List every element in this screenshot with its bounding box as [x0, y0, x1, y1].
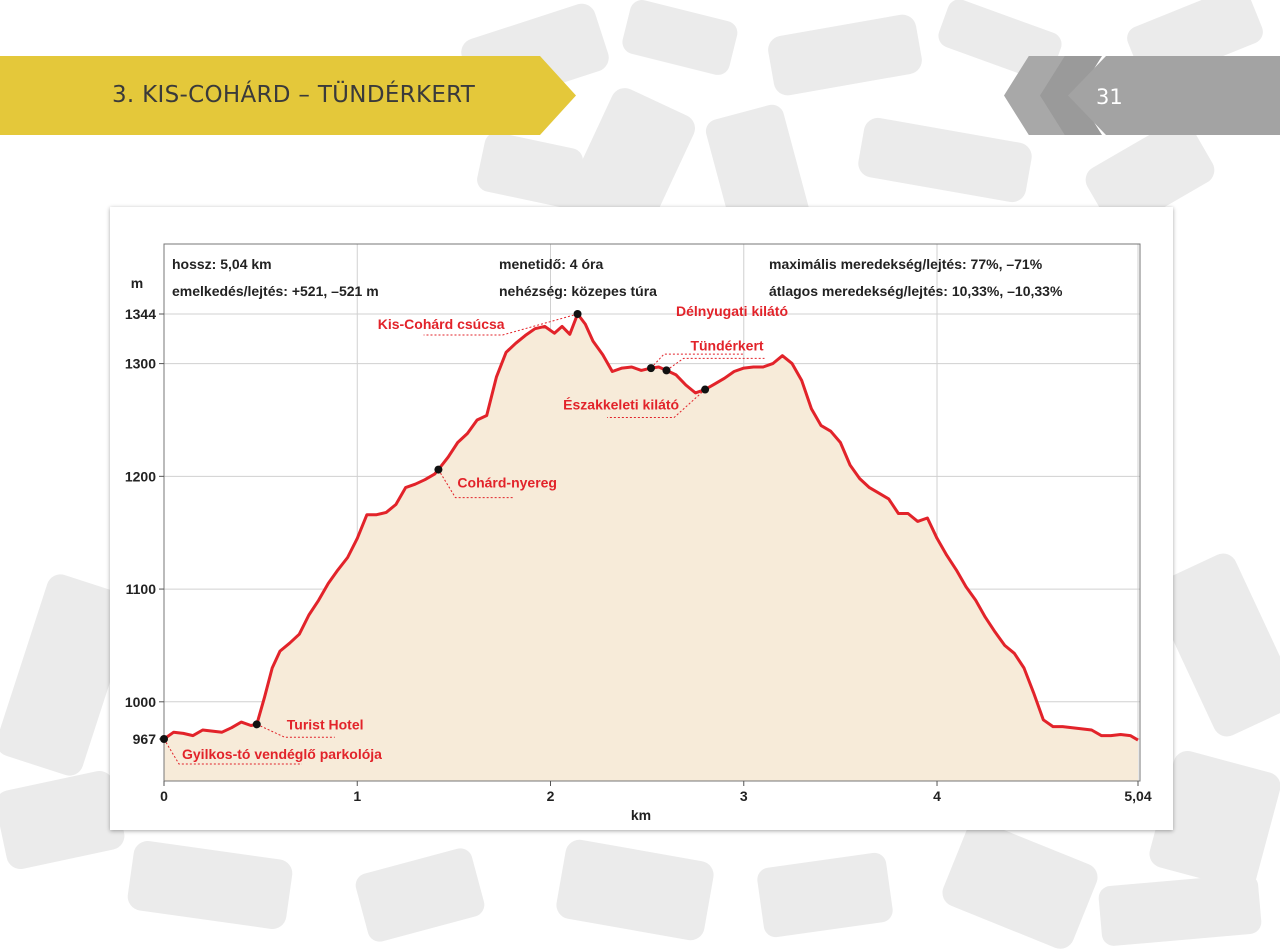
y-tick-label: 1344 — [125, 306, 156, 322]
y-tick-label: 1100 — [126, 581, 157, 597]
waypoint-leader — [163, 738, 302, 765]
info-text: hossz: 5,04 km emelkedés/lejtés: +521, –… — [172, 256, 1063, 299]
elevation-profile-chart: hossz: 5,04 km emelkedés/lejtés: +521, –… — [125, 243, 1152, 823]
y-tick-label: 1200 — [125, 468, 156, 484]
waypoint-label: Délnyugati kilátó — [676, 303, 788, 319]
waypoint-leader — [256, 723, 335, 738]
x-tick-label: 1 — [353, 788, 361, 804]
title-banner — [0, 56, 576, 135]
x-tick-label: 2 — [547, 788, 555, 804]
waypoint-label: Tündérkert — [690, 337, 763, 353]
y-axis-unit: m — [131, 275, 143, 291]
waypoints: Gyilkos-tó vendéglő parkolója Turist Hote… — [160, 303, 788, 765]
page-number-box — [1068, 56, 1280, 135]
plot-frame — [163, 243, 1141, 782]
waypoint-leader — [607, 389, 706, 418]
waypoint-leader — [437, 469, 514, 499]
axis-ticks: 967 1000 1100 1200 1300 1344 0 1 2 3 4 5,04 — [125, 306, 1152, 804]
x-tick-label: 3 — [740, 788, 748, 804]
info-max-slope: maximális meredekség/lejtés: 77%, –71% — [769, 256, 1043, 272]
waypoint-marker — [573, 310, 582, 318]
waypoint-marker — [434, 465, 443, 474]
elevation-area-fill — [164, 314, 1138, 781]
waypoint-label: Cohárd-nyereg — [457, 475, 557, 491]
waypoint-leader — [423, 313, 578, 336]
waypoint-marker — [647, 364, 655, 373]
waypoint-label: Kis-Cohárd csúcsa — [378, 316, 505, 332]
x-axis-unit: km — [631, 807, 651, 823]
x-tick-label: 5,04 — [1124, 788, 1151, 804]
waypoint-leader — [666, 357, 765, 371]
info-elevation-change: emelkedés/lejtés: +521, –521 m — [172, 283, 379, 299]
waypoint-label: Északkeleti kilátó — [563, 397, 679, 413]
y-tick-label: 967 — [133, 731, 157, 747]
info-length: hossz: 5,04 km — [172, 256, 272, 272]
page-number: 31 — [1096, 85, 1123, 109]
info-avg-slope: átlagos meredekség/lejtés: 10,33%, –10,3… — [769, 283, 1063, 299]
y-tick-label: 1300 — [125, 356, 156, 372]
waypoint-label: Gyilkos-tó vendéglő parkolója — [182, 746, 382, 762]
waypoint-marker — [701, 385, 710, 394]
waypoint-leader — [650, 353, 743, 369]
waypoint-marker — [160, 735, 168, 743]
info-difficulty: nehézség: közepes túra — [499, 283, 657, 299]
waypoint-label: Turist Hotel — [287, 716, 364, 732]
page-title: 3. KIS-COHÁRD – TÜNDÉRKERT — [112, 82, 476, 108]
x-tick-label: 0 — [160, 788, 168, 804]
x-tick-label: 4 — [933, 788, 941, 804]
waypoint-marker — [252, 720, 261, 729]
y-tick-label: 1000 — [125, 694, 156, 710]
elevation-line — [163, 312, 1139, 742]
waypoint-marker — [662, 366, 671, 375]
elevation-profile-card: hossz: 5,04 km emelkedés/lejtés: +521, –… — [110, 207, 1173, 830]
info-walking-time: menetidő: 4 óra — [499, 256, 603, 272]
